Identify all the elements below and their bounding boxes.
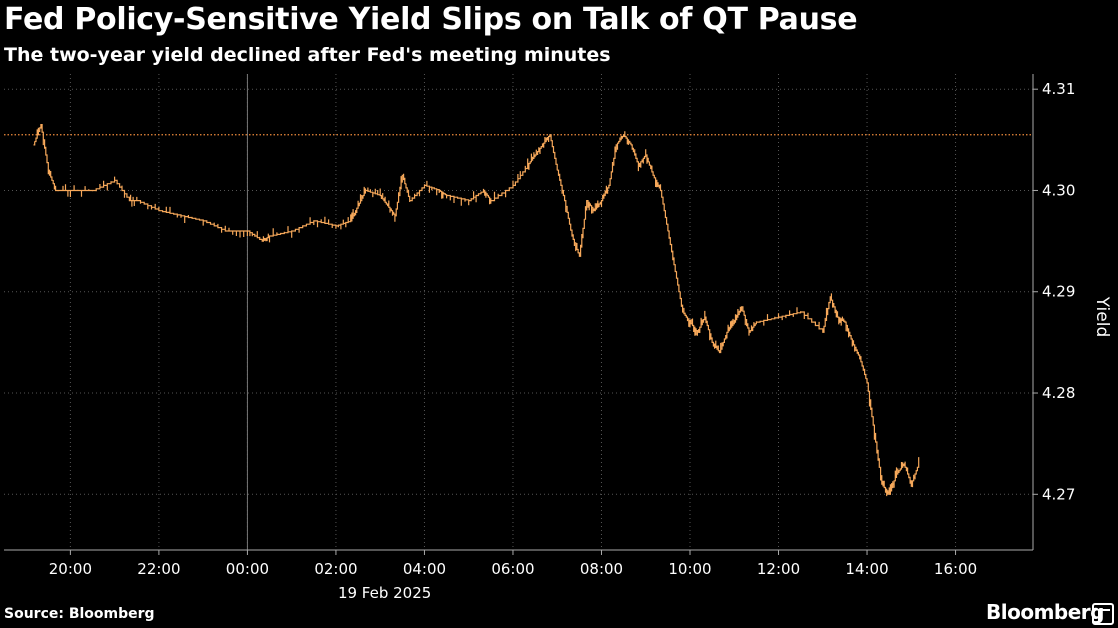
bloomberg-logo-icon (1092, 603, 1114, 625)
y-tick-label: 4.30 (1042, 181, 1075, 199)
chart-subtitle: The two-year yield declined after Fed's … (4, 44, 611, 66)
chart-title: Fed Policy-Sensitive Yield Slips on Talk… (4, 2, 858, 37)
x-tick-label: 00:00 (226, 560, 269, 578)
y-tick-label: 4.31 (1042, 80, 1075, 98)
x-tick-label: 12:00 (757, 560, 800, 578)
x-tick-label: 10:00 (668, 560, 711, 578)
brand-wordmark: Bloomberg (986, 600, 1104, 624)
y-axis-title: Yield (1092, 296, 1112, 337)
axes (4, 74, 1038, 555)
y-tick-label: 4.28 (1042, 384, 1075, 402)
y-tick-label: 4.29 (1042, 283, 1075, 301)
series-line-two-year-yield (33, 124, 920, 497)
x-tick-label: 02:00 (314, 560, 357, 578)
x-tick-label: 20:00 (49, 560, 92, 578)
source-note: Source: Bloomberg (4, 606, 155, 622)
x-tick-label: 16:00 (934, 560, 977, 578)
grid (4, 74, 1033, 550)
x-tick-label: 04:00 (403, 560, 446, 578)
x-tick-label: 22:00 (137, 560, 180, 578)
series-group (33, 124, 920, 497)
x-tick-label: 06:00 (491, 560, 534, 578)
x-tick-label: 08:00 (580, 560, 623, 578)
date-label: 19 Feb 2025 (338, 584, 431, 602)
tick-labels: 4.27 4.28 4.29 4.30 4.31 20:00 22:00 00:00 02:00… (49, 80, 1112, 602)
x-tick-label: 14:00 (845, 560, 888, 578)
y-tick-label: 4.27 (1042, 485, 1075, 503)
